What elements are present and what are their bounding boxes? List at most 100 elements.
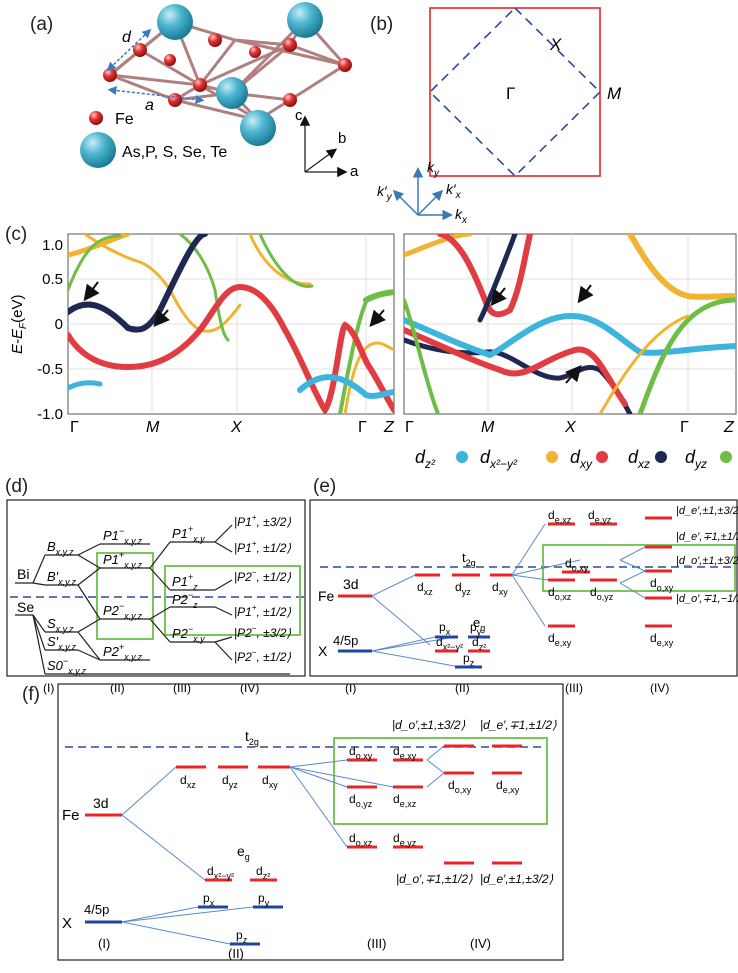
svg-text:P2−z: P2−z xyxy=(172,590,198,610)
e-eg-label: eg xyxy=(473,615,485,633)
svg-text:P2−x,y,z: P2−x,y,z xyxy=(103,601,143,621)
legend-dxz-marker xyxy=(655,451,667,463)
svg-text:de,xz: de,xz xyxy=(548,508,572,525)
chalcogen-legend-label: As,P, S, Se, Te xyxy=(122,144,227,161)
svg-text:|d_e′,∓1,±1/2⟩: |d_e′,∓1,±1/2⟩ xyxy=(480,718,557,732)
axis-c-label: c xyxy=(295,107,303,124)
d-col4-kets: |P1+, ±3/2⟩ |P1+, ±1/2⟩ |P2−, ±1/2⟩ |P1+… xyxy=(234,513,291,664)
svg-text:S′x,y,z: S′x,y,z xyxy=(47,634,76,652)
panel-a: (a) d a Fe As,P xyxy=(30,2,359,180)
svg-text:Z: Z xyxy=(383,419,395,436)
svg-text:dyz: dyz xyxy=(222,773,238,790)
panel-e: (e) Fe 3d xyxy=(309,476,738,695)
svg-text:Γ: Γ xyxy=(680,419,689,436)
svg-text:(III): (III) xyxy=(565,681,583,695)
panel-d: (d) Bi Se Bx,y,z B xyxy=(5,476,306,695)
svg-text:do,xz: do,xz xyxy=(548,585,572,602)
svg-text:(I): (I) xyxy=(98,936,110,951)
panel-d-label: (d) xyxy=(5,476,28,497)
k-axes xyxy=(392,167,453,221)
svg-text:|P1+, ±1/2⟩: |P1+, ±1/2⟩ xyxy=(234,539,291,555)
e-3d-label: 3d xyxy=(343,576,359,592)
svg-text:0.5: 0.5 xyxy=(42,271,63,288)
legend-dxy-marker xyxy=(596,451,608,463)
svg-text:Z: Z xyxy=(723,419,735,436)
band-xticks-left: Γ M X Γ Z xyxy=(70,419,395,436)
svg-text:|d_e′,∓1,±1/2⟩: |d_e′,∓1,±1/2⟩ xyxy=(676,531,738,543)
axis-a-label: a xyxy=(350,163,359,180)
svg-text:|P2−, ±1/2⟩: |P2−, ±1/2⟩ xyxy=(234,568,291,584)
f-blue-levels xyxy=(85,905,283,946)
d-col3-labels: P1+x,y P1+z P2−z P2−x,y xyxy=(172,524,205,644)
e-4-5p-label: 4/5p xyxy=(333,633,358,648)
axis-b-label: b xyxy=(338,130,346,147)
svg-text:de,yz: de,yz xyxy=(588,508,612,525)
svg-text:|d_o′,∓1,±1/2⟩: |d_o′,∓1,±1/2⟩ xyxy=(396,872,473,886)
svg-text:dxz: dxz xyxy=(180,773,196,790)
panel-f-label: (f) xyxy=(22,684,40,705)
svg-text:dxy: dxy xyxy=(492,580,508,597)
svg-text:pz: pz xyxy=(236,928,248,945)
svg-text:do,yz: do,yz xyxy=(590,585,614,602)
d-col2-labels: P1−x,y,z P1+x,y,z P2−x,y,z P2+x,y,z xyxy=(103,526,143,662)
panel-f: (f) Fe 3d xyxy=(22,683,564,961)
f-red-levels xyxy=(85,744,522,882)
kpy-label: k′y xyxy=(377,183,393,203)
f-t2g-label: t2g xyxy=(245,728,259,747)
band-lines-left xyxy=(68,234,394,414)
green-box-d2 xyxy=(164,565,301,636)
svg-text:de,xy: de,xy xyxy=(496,778,520,795)
svg-text:de,xy: de,xy xyxy=(650,631,674,648)
se-label: Se xyxy=(17,599,34,615)
svg-text:M: M xyxy=(146,419,160,436)
svg-text:B′x,y,z: B′x,y,z xyxy=(47,569,76,587)
svg-text:(II): (II) xyxy=(228,946,244,961)
f-4-5p-label: 4/5p xyxy=(84,902,109,917)
e-red-levels xyxy=(338,516,672,653)
panel-c-label: (c) xyxy=(5,224,27,245)
panel-a-label: (a) xyxy=(30,14,53,35)
brillouin-zone-diamond xyxy=(428,6,602,178)
svg-text:Γ: Γ xyxy=(405,419,414,436)
svg-text:X: X xyxy=(564,419,577,436)
svg-text:P1+z: P1+z xyxy=(172,572,198,592)
svg-text:pz: pz xyxy=(463,651,475,668)
svg-text:|P2−, ±1/2⟩: |P2−, ±1/2⟩ xyxy=(234,648,291,664)
svg-text:(III): (III) xyxy=(173,681,191,695)
bi-label: Bi xyxy=(17,566,29,582)
svg-text:Γ: Γ xyxy=(70,419,79,436)
svg-text:|d_o′,∓1,−1/2⟩: |d_o′,∓1,−1/2⟩ xyxy=(676,593,738,605)
svg-text:|d_e′,±1,±3/2⟩: |d_e′,±1,±3/2⟩ xyxy=(676,505,738,517)
svg-text:-0.5: -0.5 xyxy=(37,361,63,378)
svg-text:|d_o′,±1,±3/2⟩: |d_o′,±1,±3/2⟩ xyxy=(392,718,466,732)
panel-c: (c) xyxy=(5,224,737,471)
svg-text:(I): (I) xyxy=(345,681,356,695)
svg-text:px: px xyxy=(439,620,451,637)
svg-text:Bx,y,z: Bx,y,z xyxy=(47,539,74,557)
lattice-d-label: d xyxy=(122,29,132,46)
e-kets: |d_e′,±1,±3/2⟩ |d_e′,∓1,±1/2⟩ |d_o′,±1,±… xyxy=(676,505,738,605)
f-3d-label: 3d xyxy=(93,795,109,811)
svg-text:(IV): (IV) xyxy=(470,936,491,951)
legend-dyz-marker xyxy=(720,451,732,463)
svg-text:0: 0 xyxy=(55,316,63,333)
chalcogen-atoms xyxy=(157,2,323,146)
fe-legend-atom xyxy=(89,111,103,125)
legend-dxy-label: dxy xyxy=(570,447,593,471)
e-x-label: X xyxy=(318,643,328,659)
svg-text:do,xy: do,xy xyxy=(565,556,589,573)
green-box-f xyxy=(333,737,548,825)
panel-b: (b) Γ X M ky k′y k′x kx xyxy=(370,6,622,226)
svg-text:dz²: dz² xyxy=(256,864,270,881)
svg-text:|d_o′,±1,±3/2⟩: |d_o′,±1,±3/2⟩ xyxy=(676,555,738,567)
green-box-d1 xyxy=(96,552,154,640)
e-orbital-labels: dxz dyz dxy dx²−y² dz² px py pz de,xz de… xyxy=(417,508,674,668)
svg-text:X: X xyxy=(230,419,243,436)
svg-text:py: py xyxy=(470,620,482,637)
svg-text:(II): (II) xyxy=(455,681,470,695)
band-gridlines xyxy=(68,234,736,414)
svg-text:dyz: dyz xyxy=(455,580,471,597)
f-fe-label: Fe xyxy=(62,807,80,824)
svg-text:do,yz: do,yz xyxy=(349,792,373,809)
